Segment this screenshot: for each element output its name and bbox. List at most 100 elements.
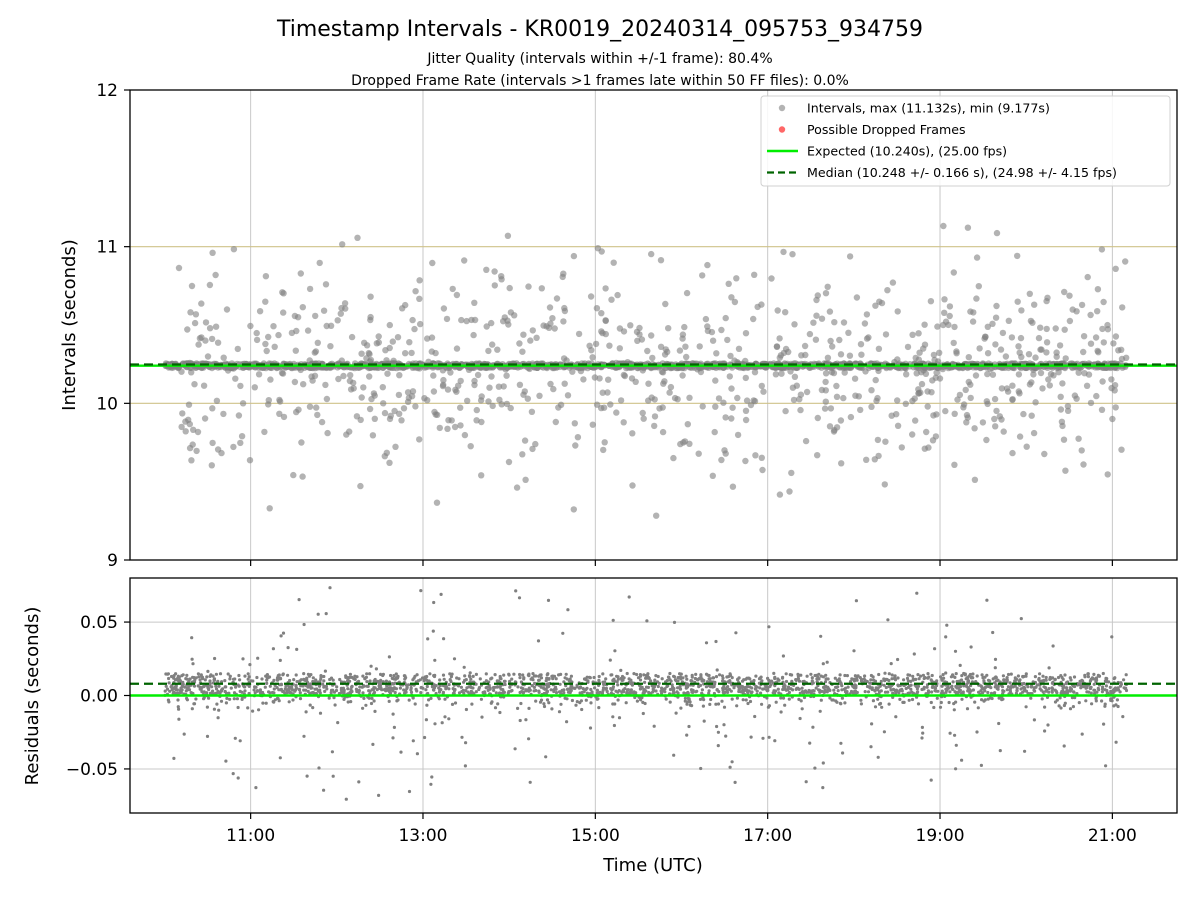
legend: Intervals, max (11.132s), min (9.177s)Po… [760, 95, 1171, 187]
residual-point [982, 699, 986, 703]
residual-point [657, 681, 661, 685]
x-axis-label: Time (UTC) [602, 855, 703, 876]
residual-point [547, 701, 551, 705]
interval-point [361, 339, 368, 346]
interval-point [992, 314, 1000, 321]
residual-point [796, 674, 801, 678]
residual-point [914, 684, 918, 689]
residual-point [1005, 677, 1009, 682]
residual-point [911, 674, 915, 678]
interval-point [613, 409, 620, 416]
residual-point [554, 677, 558, 681]
residual-point [791, 688, 795, 692]
residual-point [531, 672, 535, 676]
residual-point [699, 673, 703, 677]
residual-point [959, 678, 964, 682]
residual-point [608, 658, 612, 662]
interval-point [894, 422, 902, 429]
interval-point [306, 403, 314, 410]
interval-point [458, 316, 465, 324]
residual-point [357, 688, 361, 693]
residual-point [302, 734, 306, 738]
interval-point [946, 303, 954, 310]
residual-point [465, 686, 469, 690]
residual-point [774, 689, 778, 693]
residual-point [883, 679, 887, 683]
interval-point [1008, 334, 1016, 341]
residual-point [208, 679, 212, 683]
residual-point [685, 733, 689, 737]
residual-point [443, 715, 447, 719]
residual-point [908, 684, 912, 688]
interval-point [814, 414, 821, 422]
residual-point [1038, 672, 1042, 676]
interval-point [238, 433, 246, 440]
residual-point [873, 705, 878, 709]
residual-point [721, 676, 725, 680]
residual-point [844, 686, 848, 690]
residual-point [743, 687, 747, 691]
residual-point [192, 684, 197, 688]
residual-point [926, 672, 930, 676]
residual-point [838, 673, 842, 677]
interval-point [960, 404, 967, 411]
residual-point [567, 679, 571, 683]
interval-point [982, 333, 989, 340]
interval-point [827, 337, 834, 345]
interval-point [940, 222, 947, 230]
interval-point [350, 385, 357, 392]
residual-point [933, 686, 938, 690]
residual-point [198, 687, 202, 691]
interval-point [209, 405, 216, 412]
residual-point [910, 697, 915, 702]
residual-point [223, 689, 227, 694]
residual-point [332, 696, 336, 700]
residual-point [967, 674, 971, 678]
residual-point [922, 676, 926, 681]
interval-point [363, 355, 370, 362]
residual-point [499, 691, 503, 695]
interval-point [751, 271, 758, 278]
interval-point [389, 338, 396, 345]
legend-intervals-marker [778, 104, 786, 112]
residual-point [625, 671, 629, 676]
residual-point [704, 672, 709, 676]
residual-point [611, 618, 615, 622]
residual-point [826, 687, 830, 691]
residual-point [826, 677, 830, 681]
residual-point [405, 686, 409, 691]
interval-point [574, 434, 582, 441]
residual-point [240, 697, 244, 702]
interval-point [788, 469, 795, 477]
interval-point [1005, 317, 1012, 324]
residual-point [854, 599, 859, 603]
residual-point [470, 691, 474, 695]
residual-point [224, 701, 228, 705]
interval-point [561, 307, 569, 315]
interval-point [185, 416, 192, 423]
interval-point [429, 259, 436, 267]
residual-point [997, 696, 1001, 700]
interval-point [824, 354, 832, 361]
residual-point [1008, 688, 1012, 692]
interval-point [898, 444, 905, 451]
residual-point [471, 686, 475, 690]
residual-point [723, 690, 727, 695]
interval-point [658, 368, 666, 375]
interval-point [358, 394, 365, 401]
residual-point [1045, 688, 1049, 693]
interval-point [837, 351, 845, 358]
residual-point [325, 687, 329, 691]
interval-point [543, 323, 550, 330]
residual-point [889, 662, 893, 666]
residual-point [712, 684, 716, 689]
interval-point [997, 346, 1005, 353]
interval-point [532, 440, 539, 448]
residual-point [495, 679, 499, 683]
interval-point [838, 460, 845, 467]
residual-point [690, 704, 694, 708]
residual-point [456, 684, 461, 688]
residual-point [886, 690, 890, 694]
residual-point [304, 710, 308, 714]
interval-point [412, 288, 419, 295]
